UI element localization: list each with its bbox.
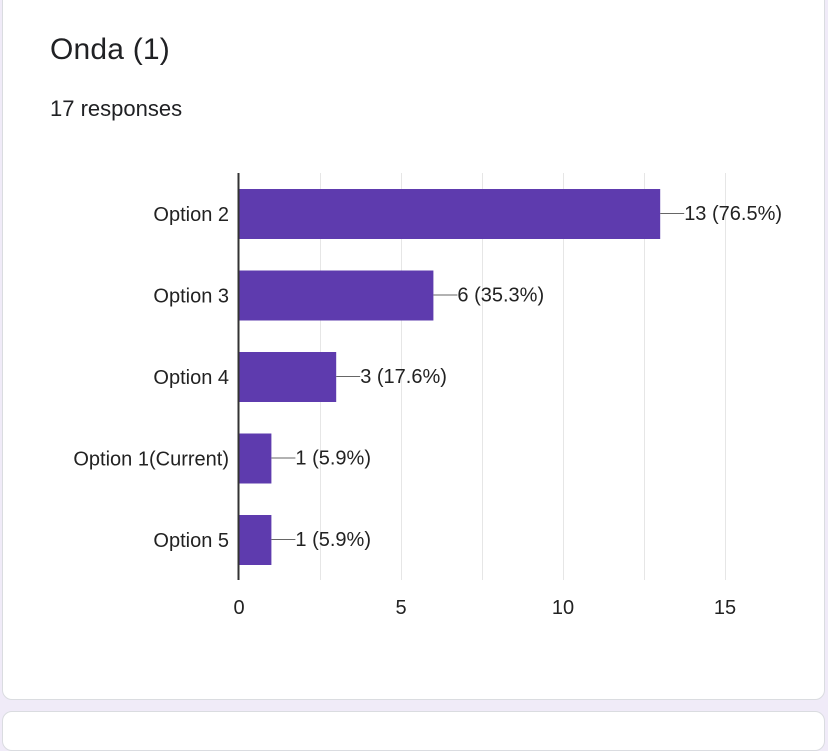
data-label: 1 (5.9%) bbox=[295, 529, 371, 551]
bar bbox=[239, 270, 434, 321]
bar-chart: Option 2 13 (76.5%) Option 3 6 (35.3%) Optio… bbox=[73, 173, 782, 619]
category-label: Option 3 bbox=[153, 286, 229, 308]
response-count: 17 responses bbox=[50, 96, 183, 121]
question-title: Onda (1) bbox=[50, 33, 170, 66]
category-label: Option 1(Current) bbox=[73, 449, 229, 471]
bar bbox=[239, 515, 272, 565]
question-card bbox=[2, 0, 825, 700]
bar bbox=[239, 189, 661, 239]
bars bbox=[239, 189, 661, 565]
data-label: 1 (5.9%) bbox=[295, 448, 371, 470]
bar bbox=[239, 433, 272, 484]
x-tick-label: 15 bbox=[714, 597, 736, 619]
data-label: 13 (76.5%) bbox=[684, 203, 782, 225]
bar bbox=[239, 352, 337, 402]
category-label: Option 2 bbox=[153, 204, 229, 226]
x-tick-label: 10 bbox=[552, 597, 574, 619]
category-label: Option 4 bbox=[153, 367, 229, 389]
labels: Option 2 13 (76.5%) Option 3 6 (35.3%) Optio… bbox=[73, 203, 782, 619]
x-tick-label: 0 bbox=[233, 597, 244, 619]
x-tick-label: 5 bbox=[395, 597, 406, 619]
data-label: 6 (35.3%) bbox=[457, 285, 544, 307]
category-label: Option 5 bbox=[153, 530, 229, 552]
data-label: 3 (17.6%) bbox=[360, 366, 447, 388]
